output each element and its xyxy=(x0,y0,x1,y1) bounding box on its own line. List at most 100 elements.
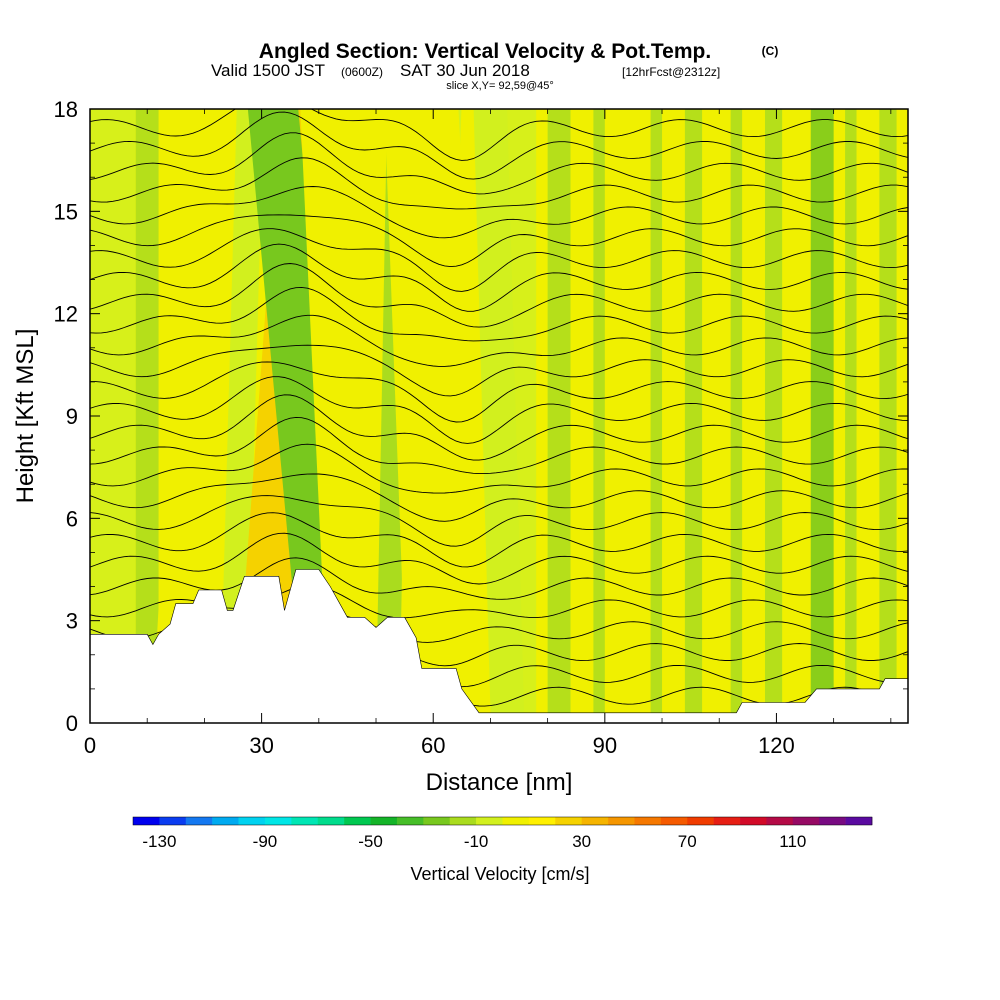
colorbar-swatch xyxy=(396,817,424,825)
colorbar-swatch xyxy=(370,817,398,825)
colorbar-tick-label: 70 xyxy=(678,832,697,851)
colorbar-swatch xyxy=(185,817,213,825)
colorbar-swatch xyxy=(528,817,556,825)
colorbar-swatch xyxy=(502,817,530,825)
slice-label: slice X,Y= 92,59@45° xyxy=(446,80,554,92)
velocity-band xyxy=(764,109,783,723)
theta-contour xyxy=(90,473,908,522)
x-tick-label: 0 xyxy=(84,733,96,758)
colorbar-swatch xyxy=(766,817,794,825)
subtitle-forecast: [12hrFcst@2312z] xyxy=(622,65,720,79)
colorbar-tick-label: 30 xyxy=(572,832,591,851)
x-tick-label: 120 xyxy=(758,733,795,758)
velocity-plume xyxy=(152,109,246,723)
subtitle-valid: Valid 1500 JST xyxy=(211,61,325,80)
theta-contour xyxy=(90,512,908,568)
title-units: (C) xyxy=(762,44,779,58)
colorbar-swatch xyxy=(423,817,451,825)
velocity-plume xyxy=(219,109,264,723)
theta-contour xyxy=(90,532,908,585)
colorbar-swatch xyxy=(476,817,503,825)
velocity-band xyxy=(650,109,663,723)
plot-area xyxy=(90,109,908,723)
y-axis-label: Height [Kft MSL] xyxy=(12,329,39,504)
x-tick-label: 90 xyxy=(593,733,617,758)
velocity-band xyxy=(810,109,834,723)
velocity-band xyxy=(730,109,743,723)
colorbar-swatch xyxy=(555,817,582,825)
theta-contour xyxy=(90,111,908,180)
colorbar-label: Vertical Velocity [cm/s] xyxy=(410,864,589,884)
y-tick-label: 9 xyxy=(66,404,78,429)
colorbar-swatch xyxy=(845,817,873,825)
theta-contour xyxy=(90,443,908,494)
y-tick-label: 6 xyxy=(66,506,78,531)
velocity-band xyxy=(547,109,571,723)
velocity-plume xyxy=(408,109,493,723)
theta-contour xyxy=(90,495,908,547)
colorbar-tick-label: -10 xyxy=(464,832,489,851)
colorbar-swatch xyxy=(713,817,741,825)
theta-contour xyxy=(90,394,908,461)
subtitle-zulu: (0600Z) xyxy=(341,65,383,79)
colorbar-swatch xyxy=(344,817,371,825)
velocity-plume xyxy=(473,109,525,723)
theta-contour xyxy=(90,228,908,292)
colorbar-swatch xyxy=(792,817,820,825)
colorbar-swatch xyxy=(159,817,187,825)
colorbar-swatch xyxy=(264,817,292,825)
theta-contour xyxy=(90,416,908,475)
colorbar-swatch xyxy=(291,817,319,825)
colorbar-swatch xyxy=(581,817,609,825)
terrain-mask xyxy=(90,569,908,723)
y-tick-label: 15 xyxy=(54,199,78,224)
colorbar-swatch xyxy=(634,817,662,825)
colorbar-swatch xyxy=(238,817,266,825)
theta-contour xyxy=(90,214,908,268)
y-tick-label: 0 xyxy=(66,711,78,736)
theta-contour xyxy=(90,557,908,600)
velocity-band xyxy=(135,109,159,723)
theta-contour xyxy=(90,109,908,161)
velocity-band xyxy=(593,109,605,723)
y-tick-label: 18 xyxy=(54,97,78,122)
theta-contour xyxy=(90,344,908,397)
theta-contour xyxy=(90,361,908,423)
colorbar-tick-label: 110 xyxy=(779,832,806,851)
colorbar-swatch xyxy=(133,817,160,825)
x-axis-label: Distance [nm] xyxy=(426,769,573,796)
y-tick-label: 3 xyxy=(66,609,78,634)
subtitle-date: SAT 30 Jun 2018 xyxy=(400,61,530,80)
velocity-field xyxy=(90,109,897,723)
velocity-plume xyxy=(300,109,366,723)
theta-contour xyxy=(90,314,908,367)
colorbar-swatch xyxy=(687,817,714,825)
theta-contour xyxy=(90,376,908,444)
theta-contour xyxy=(90,243,908,312)
x-tick-label: 30 xyxy=(249,733,273,758)
velocity-band xyxy=(845,109,857,723)
colorbar-swatch xyxy=(819,817,846,825)
chart-subtitle: Valid 1500 JST (0600Z) SAT 30 Jun 2018 [… xyxy=(211,61,720,80)
colorbar-tick-label: -50 xyxy=(358,832,383,851)
colorbar-swatch xyxy=(212,817,239,825)
colorbar-swatch xyxy=(317,817,345,825)
colorbar-tick-label: -90 xyxy=(253,832,278,851)
theta-contour xyxy=(90,186,908,239)
colorbar-tick-label: -130 xyxy=(142,832,176,851)
theta-contour xyxy=(90,263,908,328)
colorbar-swatch xyxy=(660,817,688,825)
x-axis: 0 30 60 90 120 xyxy=(84,109,892,758)
velocity-band xyxy=(879,109,897,723)
colorbar-swatch xyxy=(608,817,635,825)
y-tick-label: 12 xyxy=(54,302,78,327)
y-axis: 0 3 6 9 12 15 18 xyxy=(54,97,908,736)
colorbar-frame xyxy=(132,816,873,826)
theta-contour xyxy=(90,286,908,342)
chart-title: Angled Section: Vertical Velocity & Pot.… xyxy=(259,40,711,63)
velocity-band xyxy=(684,109,703,723)
velocity-plume xyxy=(384,109,448,723)
x-tick-label: 60 xyxy=(421,733,445,758)
theta-contour xyxy=(90,132,908,195)
